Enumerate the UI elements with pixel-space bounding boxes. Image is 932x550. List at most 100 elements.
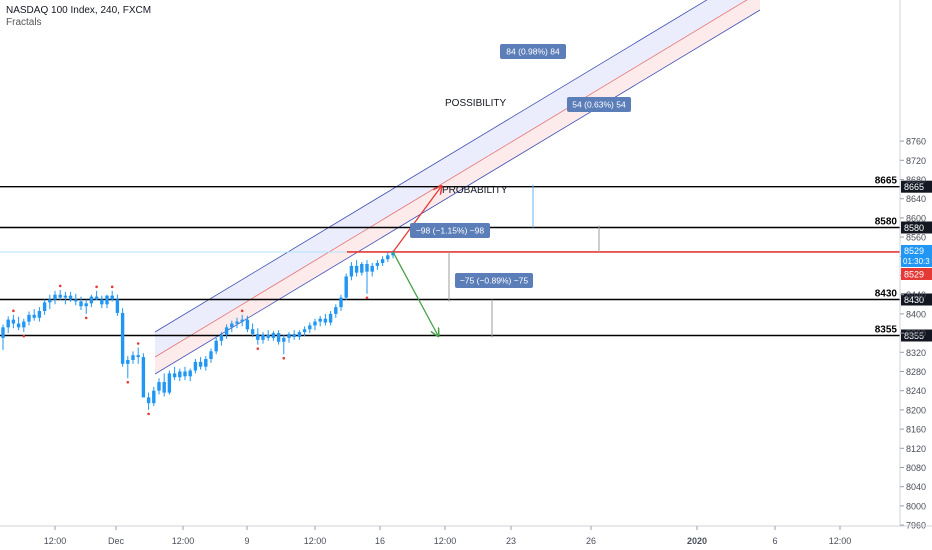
measure-up-top-label[interactable]: 84 (0.98%) 84 bbox=[506, 47, 560, 57]
candle-body bbox=[48, 299, 52, 303]
candle-body bbox=[323, 318, 328, 323]
time-tick-label[interactable]: 12:00 bbox=[44, 536, 67, 546]
price-tick-label[interactable]: 8160 bbox=[906, 425, 926, 435]
time-tick-label[interactable]: 2020 bbox=[687, 536, 707, 546]
level-badge[interactable]: 8665 bbox=[904, 182, 924, 192]
candle-body bbox=[375, 263, 380, 266]
candle-countdown[interactable]: 01:30:3 bbox=[903, 257, 930, 266]
bid-price-badge-bg bbox=[901, 267, 932, 280]
candle-body bbox=[370, 265, 374, 272]
measure-down-mid-label[interactable]: −98 (−1.15%) −98 bbox=[416, 226, 485, 236]
fractal-down-marker bbox=[84, 316, 88, 320]
price-tick-label[interactable]: 8720 bbox=[906, 156, 926, 166]
candle-body bbox=[256, 334, 260, 340]
level-badge-bg bbox=[901, 329, 932, 342]
candle-body bbox=[157, 382, 161, 391]
chart-legend: NASDAQ 100 Index, 240, FXCM Fractals bbox=[6, 5, 151, 29]
candle-body bbox=[37, 311, 42, 318]
possibility-label[interactable]: POSSIBILITY bbox=[445, 98, 506, 109]
level-badge[interactable]: 8580 bbox=[904, 223, 924, 233]
candles bbox=[1, 250, 395, 416]
price-tick-label[interactable]: 8680 bbox=[906, 175, 926, 185]
candle-body bbox=[308, 325, 312, 330]
time-tick-label[interactable]: Dec bbox=[108, 536, 125, 546]
candle-body bbox=[188, 370, 192, 377]
price-tick-label[interactable]: 8200 bbox=[906, 405, 926, 415]
candle-body bbox=[276, 333, 281, 342]
price-tick-label[interactable]: 8080 bbox=[906, 463, 926, 473]
time-tick-label[interactable]: 12:00 bbox=[434, 536, 457, 546]
price-tick-label[interactable]: 8560 bbox=[906, 233, 926, 243]
candle-body bbox=[89, 296, 94, 304]
probability-arrow[interactable] bbox=[392, 251, 438, 336]
candle-body bbox=[115, 299, 120, 313]
time-tick-label[interactable]: 23 bbox=[506, 536, 516, 546]
time-tick-label[interactable]: 9 bbox=[244, 536, 249, 546]
candle-body bbox=[250, 329, 255, 335]
measure-down-low-label[interactable]: −75 (−0.89%) −75 bbox=[460, 276, 529, 286]
time-tick-label[interactable]: 12:00 bbox=[172, 536, 195, 546]
level-badge[interactable]: 8430 bbox=[904, 295, 924, 305]
candle-body bbox=[209, 351, 213, 360]
horizontal-levels[interactable]: 8665 8665 8580 8580 8430 8430 8355 8355 bbox=[0, 176, 932, 342]
price-tick-label[interactable]: 8040 bbox=[906, 482, 926, 492]
symbol-title[interactable]: NASDAQ 100 Index, 240, FXCM bbox=[6, 5, 152, 16]
price-tick-label[interactable]: 8600 bbox=[906, 213, 926, 223]
current-price-badge[interactable]: 8529 bbox=[904, 246, 924, 256]
candle-body bbox=[131, 355, 135, 360]
time-tick-label[interactable]: 6 bbox=[772, 536, 777, 546]
price-tick-label[interactable]: 8240 bbox=[906, 386, 926, 396]
candle-body bbox=[27, 314, 31, 322]
price-tick-label[interactable]: 8760 bbox=[906, 137, 926, 147]
fractal-up-marker bbox=[110, 285, 114, 289]
candle-body bbox=[162, 382, 166, 393]
price-tick-label[interactable]: 8320 bbox=[906, 348, 926, 358]
bid-price-badge[interactable]: 8529 bbox=[904, 269, 924, 279]
level-label: 8580 bbox=[875, 217, 898, 228]
current-price-badge-bg bbox=[901, 244, 932, 267]
candle-body bbox=[183, 371, 187, 377]
channel-upper-line[interactable] bbox=[154, 0, 720, 333]
price-axis[interactable]: 8760872086808640860085608520848084408400… bbox=[899, 0, 932, 531]
candle-body bbox=[224, 327, 229, 336]
candle-body bbox=[282, 337, 286, 342]
price-tick-label[interactable]: 8640 bbox=[906, 194, 926, 204]
candle-body bbox=[58, 294, 62, 298]
level-label: 8430 bbox=[875, 289, 898, 300]
time-axis[interactable]: 12:00 Dec 12:00 9 12:00 16 12:00 23 26 2020 6 12:00 bbox=[0, 525, 932, 546]
annotations[interactable]: POSSIBILITY PROBABILITY 84 (0.98%) 84 54 (0… bbox=[392, 44, 631, 338]
time-tick-label[interactable]: 12:00 bbox=[829, 536, 852, 546]
measure-up-mid-label[interactable]: 54 (0.63%) 54 bbox=[572, 100, 626, 110]
candle-body bbox=[287, 334, 291, 338]
price-tick-label[interactable]: 8120 bbox=[906, 444, 926, 454]
level-badge-bg bbox=[901, 180, 932, 193]
candle-body bbox=[172, 373, 177, 378]
possibility-arrow[interactable] bbox=[392, 187, 441, 253]
candle-body bbox=[74, 299, 78, 302]
time-tick-label[interactable]: 26 bbox=[586, 536, 596, 546]
probability-label[interactable]: PROBABILITY bbox=[442, 185, 508, 196]
price-tick-label[interactable]: 8440 bbox=[906, 290, 926, 300]
candle-body bbox=[219, 335, 224, 341]
candle-body bbox=[105, 295, 109, 305]
candle-body bbox=[1, 327, 5, 338]
candle-body bbox=[302, 329, 307, 333]
time-tick-label[interactable]: 16 bbox=[375, 536, 385, 546]
candle-body bbox=[22, 321, 26, 328]
fractal-down-marker bbox=[126, 380, 130, 384]
price-tick-label[interactable]: 8280 bbox=[906, 367, 926, 377]
candle-body bbox=[16, 323, 21, 328]
price-tick-label[interactable]: 8400 bbox=[906, 309, 926, 319]
measure-down-low-label-bg bbox=[455, 273, 533, 288]
indicator-label[interactable]: Fractals bbox=[6, 17, 42, 28]
fractal-down-marker bbox=[365, 296, 369, 300]
channel-median-line[interactable] bbox=[154, 0, 760, 358]
price-tick-label[interactable]: 8000 bbox=[906, 501, 926, 511]
channel-lower-line[interactable] bbox=[154, 9, 761, 375]
price-tick-label[interactable]: 8360 bbox=[906, 329, 926, 339]
time-tick-label[interactable]: 12:00 bbox=[304, 536, 327, 546]
candle-body bbox=[328, 313, 333, 323]
candle-body bbox=[318, 318, 322, 322]
level-badge[interactable]: 8355 bbox=[904, 331, 924, 341]
